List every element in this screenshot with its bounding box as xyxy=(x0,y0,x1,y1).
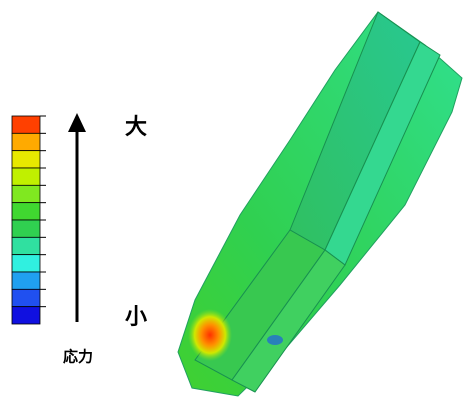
legend-swatch xyxy=(11,132,41,152)
lower-face xyxy=(231,249,346,393)
legend-swatch xyxy=(11,236,41,256)
legend-swatch xyxy=(11,254,41,273)
legend-swatch xyxy=(11,115,41,134)
max-label: 大 xyxy=(125,115,147,140)
stress-model xyxy=(177,11,463,397)
arrow-head xyxy=(68,113,86,132)
hot-spot xyxy=(188,309,232,361)
legend-swatch xyxy=(11,167,41,186)
legend-swatch xyxy=(11,150,41,169)
legend-swatch xyxy=(11,202,41,221)
cold-spot xyxy=(267,335,283,345)
legend-swatch xyxy=(11,219,41,238)
legend-swatch xyxy=(11,306,41,325)
legend-swatch xyxy=(11,288,41,308)
min-label: 小 xyxy=(125,305,147,330)
legend-swatch xyxy=(11,271,41,290)
legend-swatch xyxy=(11,184,41,204)
legend-title: 応力 xyxy=(63,348,93,366)
color-legend xyxy=(11,115,46,325)
